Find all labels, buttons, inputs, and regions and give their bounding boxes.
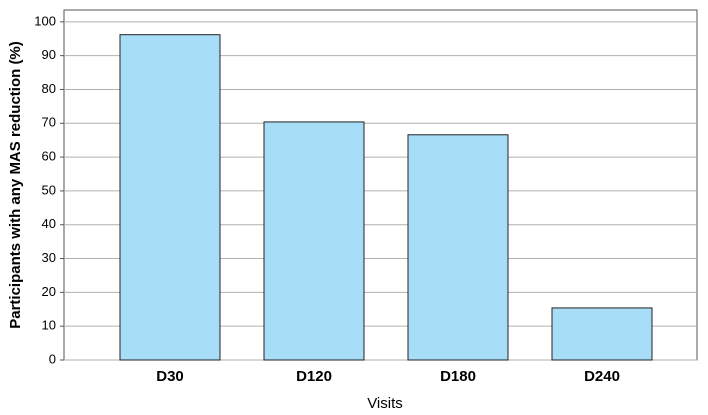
y-tick-label: 90 xyxy=(42,47,56,62)
x-tick-label: D180 xyxy=(440,368,476,385)
y-tick-label: 30 xyxy=(42,250,56,265)
bar xyxy=(407,134,509,361)
y-tick-label: 70 xyxy=(42,115,56,130)
bar xyxy=(551,307,653,361)
x-tick-label: D240 xyxy=(584,368,620,385)
bar xyxy=(119,34,221,361)
bar xyxy=(263,121,365,361)
x-tick-label: D30 xyxy=(156,368,184,385)
x-tick-label: D120 xyxy=(296,368,332,385)
y-tick-label: 0 xyxy=(49,351,56,366)
y-tick-label: 80 xyxy=(42,81,56,96)
y-axis-label: Participants with any MAS reduction (%) xyxy=(7,41,24,329)
y-tick-label: 40 xyxy=(42,216,56,231)
y-tick-label: 60 xyxy=(42,149,56,164)
y-tick-label: 20 xyxy=(42,284,56,299)
x-axis-label: Visits xyxy=(367,395,403,412)
y-tick-label: 100 xyxy=(34,13,56,28)
y-tick-label: 10 xyxy=(42,318,56,333)
y-tick-label: 50 xyxy=(42,182,56,197)
